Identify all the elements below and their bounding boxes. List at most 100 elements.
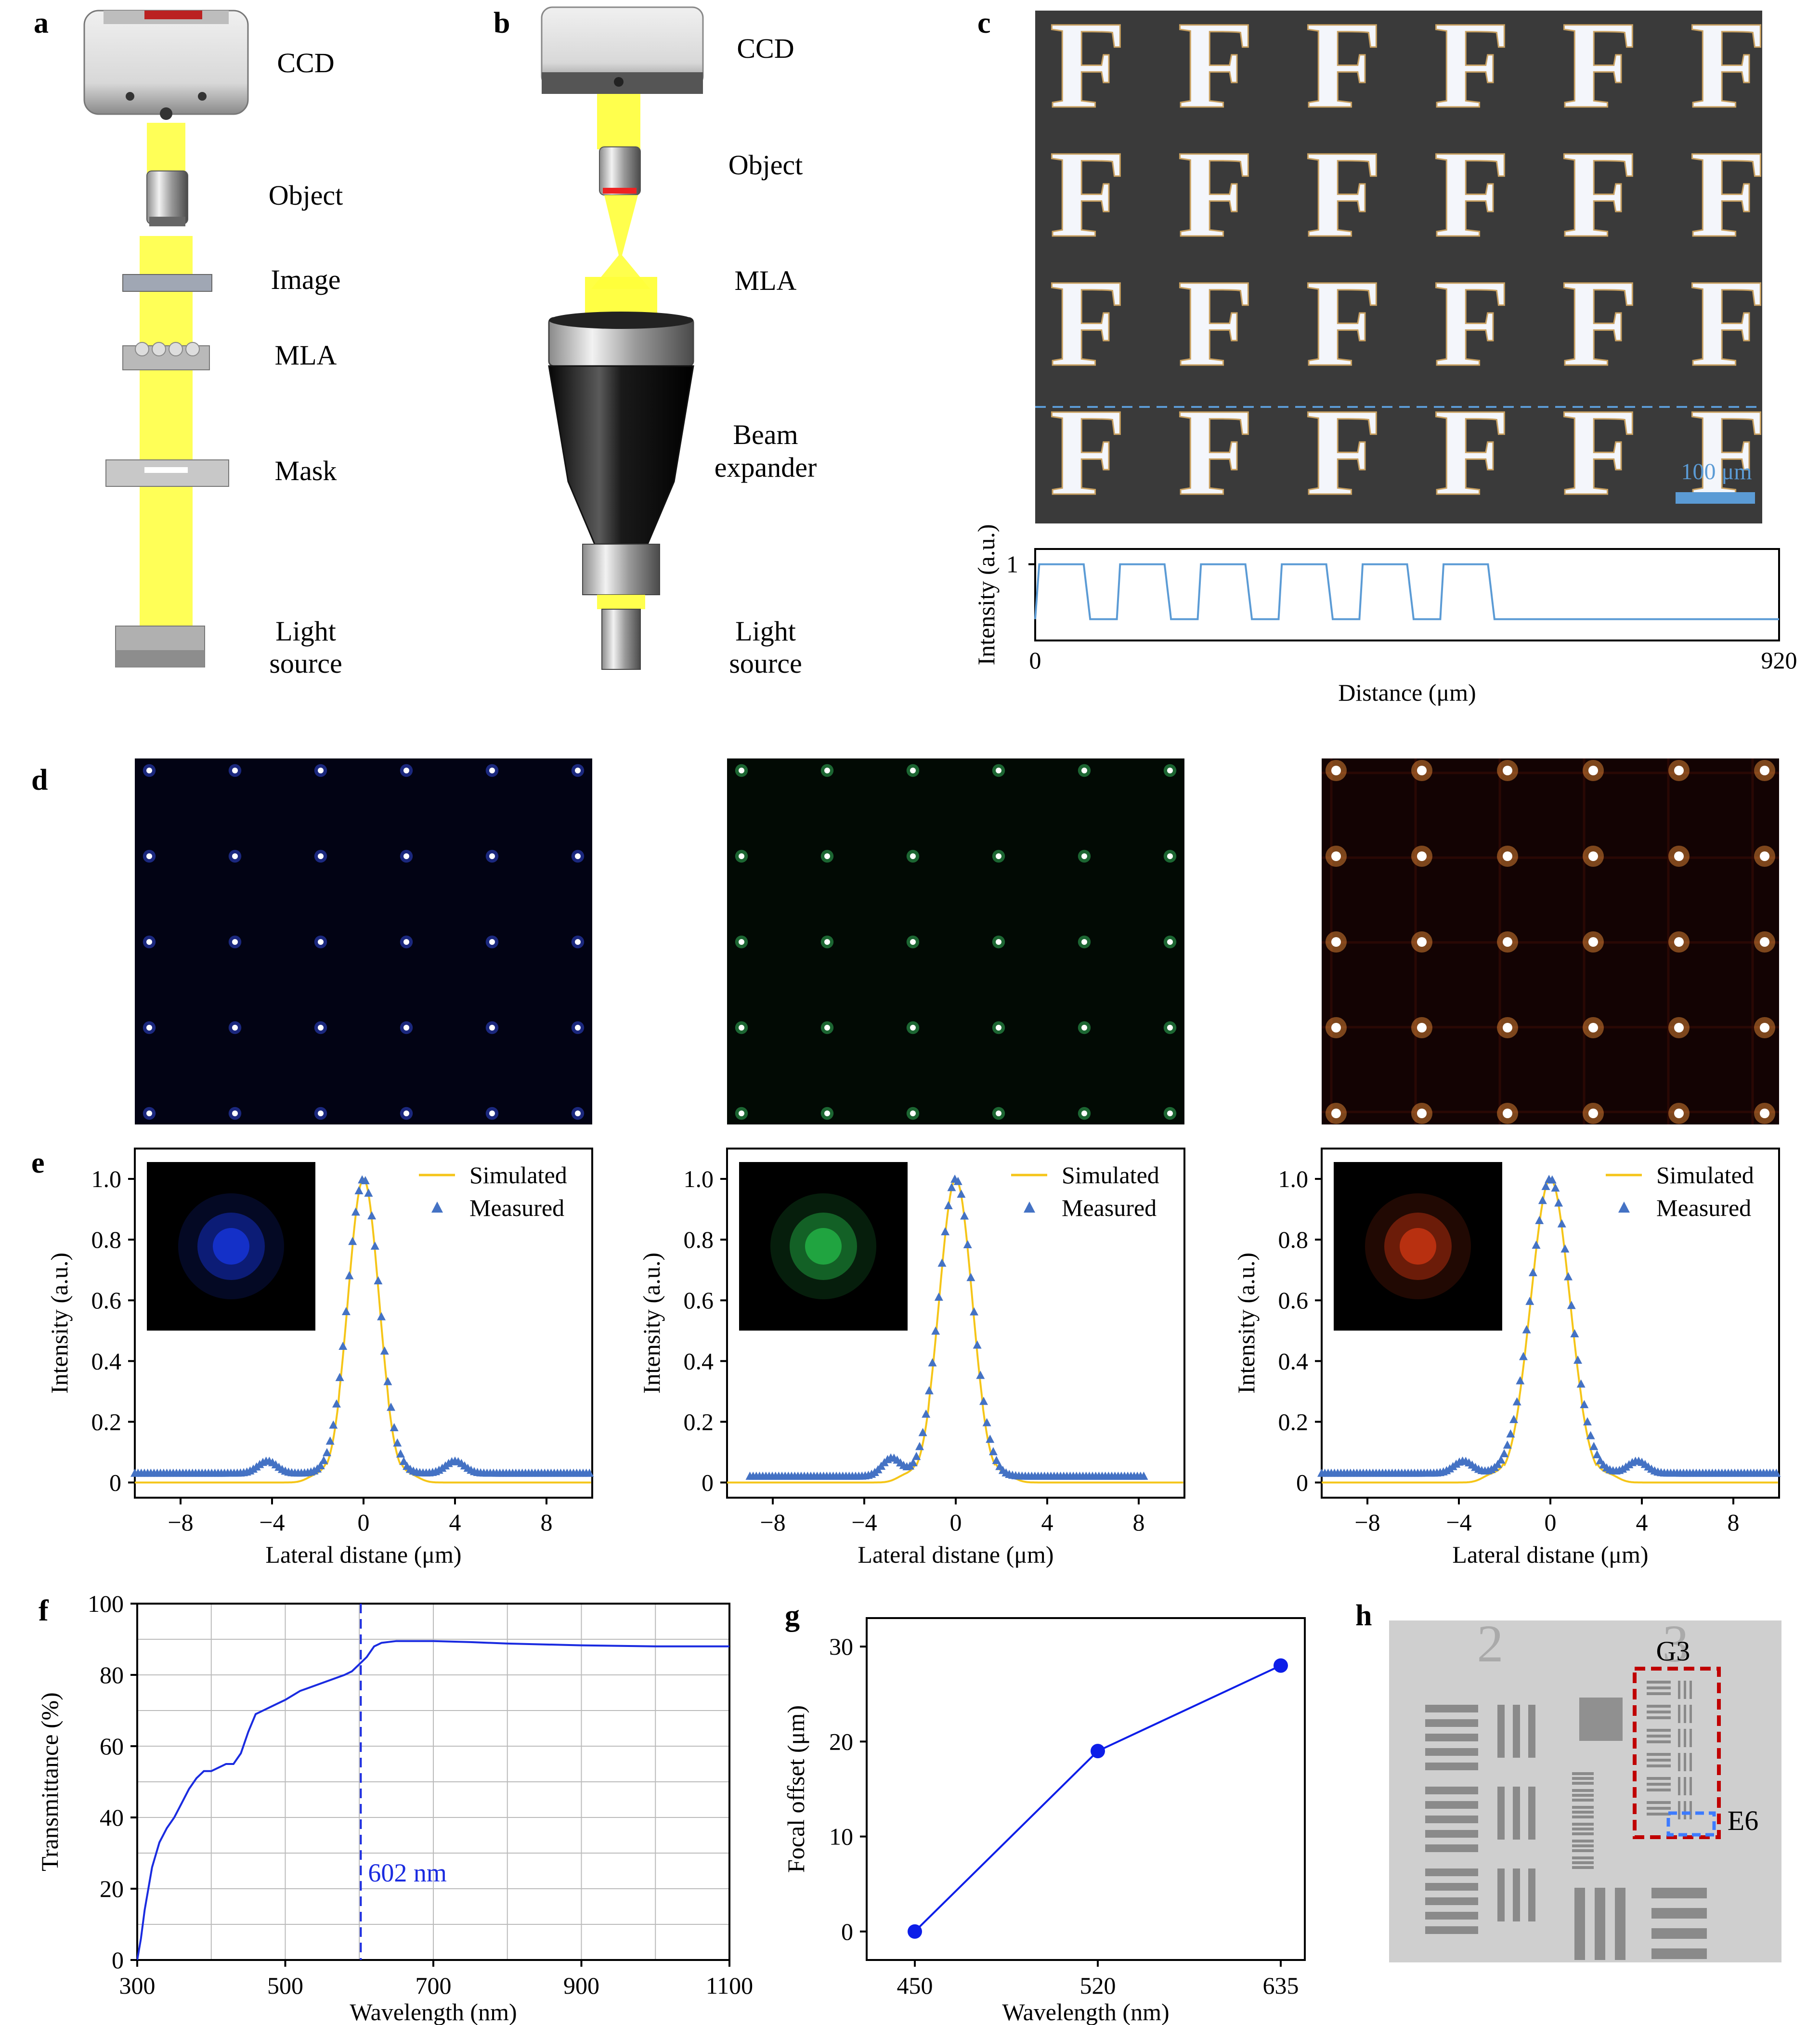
measured-point [1772, 1468, 1781, 1477]
target-bar [1425, 1897, 1478, 1905]
target-bar [1690, 1753, 1692, 1771]
measured-point [1567, 1301, 1576, 1309]
focal-spot [1417, 766, 1427, 775]
focal-spot [146, 1110, 152, 1116]
plot-frame [1034, 548, 1780, 641]
measured-point [1580, 1400, 1589, 1409]
measured-point [1541, 1182, 1550, 1190]
label-a-object: Object [269, 180, 343, 211]
measured-point [1506, 1429, 1515, 1437]
target-bar [1651, 1928, 1707, 1939]
measured-point [1519, 1352, 1528, 1360]
focal-spot [910, 1110, 916, 1116]
target-bar [1572, 1861, 1594, 1864]
y-tick: 100 [88, 1590, 124, 1617]
ccd-camera [83, 10, 249, 115]
label-b-beam: Beam [733, 419, 798, 450]
y-axis-label: Intensity (a.u.) [1233, 1253, 1260, 1394]
y-tick: 0 [702, 1469, 714, 1496]
target-bar [1528, 1868, 1535, 1921]
light-source-fiber [601, 609, 641, 670]
target-bar [1497, 1705, 1505, 1758]
setup-a-illustration [83, 10, 249, 667]
legend-label-measured: Measured [1062, 1194, 1157, 1221]
focal-spot [318, 939, 324, 945]
target-bar [1572, 1844, 1594, 1847]
focal-spot [739, 853, 744, 859]
psf-inset-spot [1400, 1228, 1436, 1265]
label-b-mla: MLA [735, 265, 797, 296]
target-bar [1572, 1799, 1594, 1802]
measured-point [976, 1371, 985, 1379]
measured-point [986, 1435, 995, 1443]
x-axis-label: Lateral distane (μm) [858, 1541, 1053, 1568]
measured-point [982, 1418, 991, 1426]
focal-spot [996, 1025, 1001, 1031]
f-letter: F [1690, 125, 1767, 263]
measured-point [383, 1377, 392, 1385]
measured-point [396, 1449, 405, 1458]
focal-spot [739, 1110, 744, 1116]
f-letter: F [1562, 0, 1638, 134]
label-b-expander: expander [715, 452, 817, 483]
measured-point [912, 1451, 921, 1460]
measured-point [1592, 1450, 1601, 1459]
measured-point [1557, 1219, 1566, 1228]
x-tick: 8 [1133, 1509, 1145, 1536]
measured-point [970, 1307, 978, 1316]
focal-spot [739, 939, 744, 945]
focal-spot [1081, 1110, 1087, 1116]
focal-spot [1417, 851, 1427, 861]
x-tick: −8 [1354, 1509, 1380, 1536]
measured-point [1493, 1460, 1502, 1468]
measured-point [1554, 1198, 1563, 1207]
target-bar [1572, 1789, 1594, 1792]
target-bar [1572, 1794, 1594, 1797]
focal-spot [1674, 851, 1684, 861]
target-bar [1647, 1753, 1671, 1756]
measured-point [1570, 1329, 1579, 1337]
x-tick: 4 [1636, 1509, 1648, 1536]
focal-spot [489, 939, 495, 945]
measured-point [979, 1397, 988, 1405]
spot-array-image [727, 758, 1184, 1124]
target-bar [1647, 1686, 1671, 1689]
measured-point [1560, 1244, 1570, 1253]
focal-spot [1503, 1023, 1512, 1032]
measured-point [323, 1448, 331, 1456]
y-tick: 60 [100, 1733, 124, 1760]
f-letter: F [1306, 383, 1382, 522]
g3-label: G3 [1656, 1635, 1690, 1667]
measured-point [345, 1271, 354, 1280]
focal-spot [1417, 1023, 1427, 1032]
transmittance-chart: 602 nm 300 500 700 900 1100 0 20 40 60 80 100 Wavele… [36, 1590, 753, 2025]
label-b-source: source [729, 648, 802, 679]
target-bar [1651, 1948, 1707, 1959]
measured-point [937, 1258, 947, 1267]
target-bar [1425, 1912, 1478, 1920]
f-letter: F [1434, 0, 1510, 134]
measured-point [988, 1447, 998, 1455]
measured-point [1509, 1415, 1518, 1424]
g3-box [1633, 1667, 1721, 1839]
focal-spot [232, 1025, 238, 1031]
focal-spot [318, 1110, 324, 1116]
target-bar [1684, 1681, 1686, 1699]
measured-point [1139, 1471, 1148, 1480]
focal-spot [1167, 939, 1173, 945]
measured-point [380, 1346, 389, 1355]
x-tick: 0 [1545, 1509, 1557, 1536]
y-tick: 0.4 [1278, 1347, 1309, 1374]
spot-array-image [135, 758, 592, 1124]
measured-point [1503, 1440, 1512, 1449]
measured-point [338, 1342, 348, 1350]
target-bar [1678, 1705, 1680, 1723]
target-bar [1572, 1806, 1594, 1809]
panel-label-f: f [39, 1594, 49, 1627]
f-letter: F [1178, 254, 1254, 392]
panel-label-a: a [34, 7, 49, 39]
y-tick: 20 [829, 1728, 853, 1755]
measured-point [1547, 1175, 1557, 1184]
measured-point [1583, 1417, 1592, 1425]
target-bar [1678, 1801, 1680, 1819]
